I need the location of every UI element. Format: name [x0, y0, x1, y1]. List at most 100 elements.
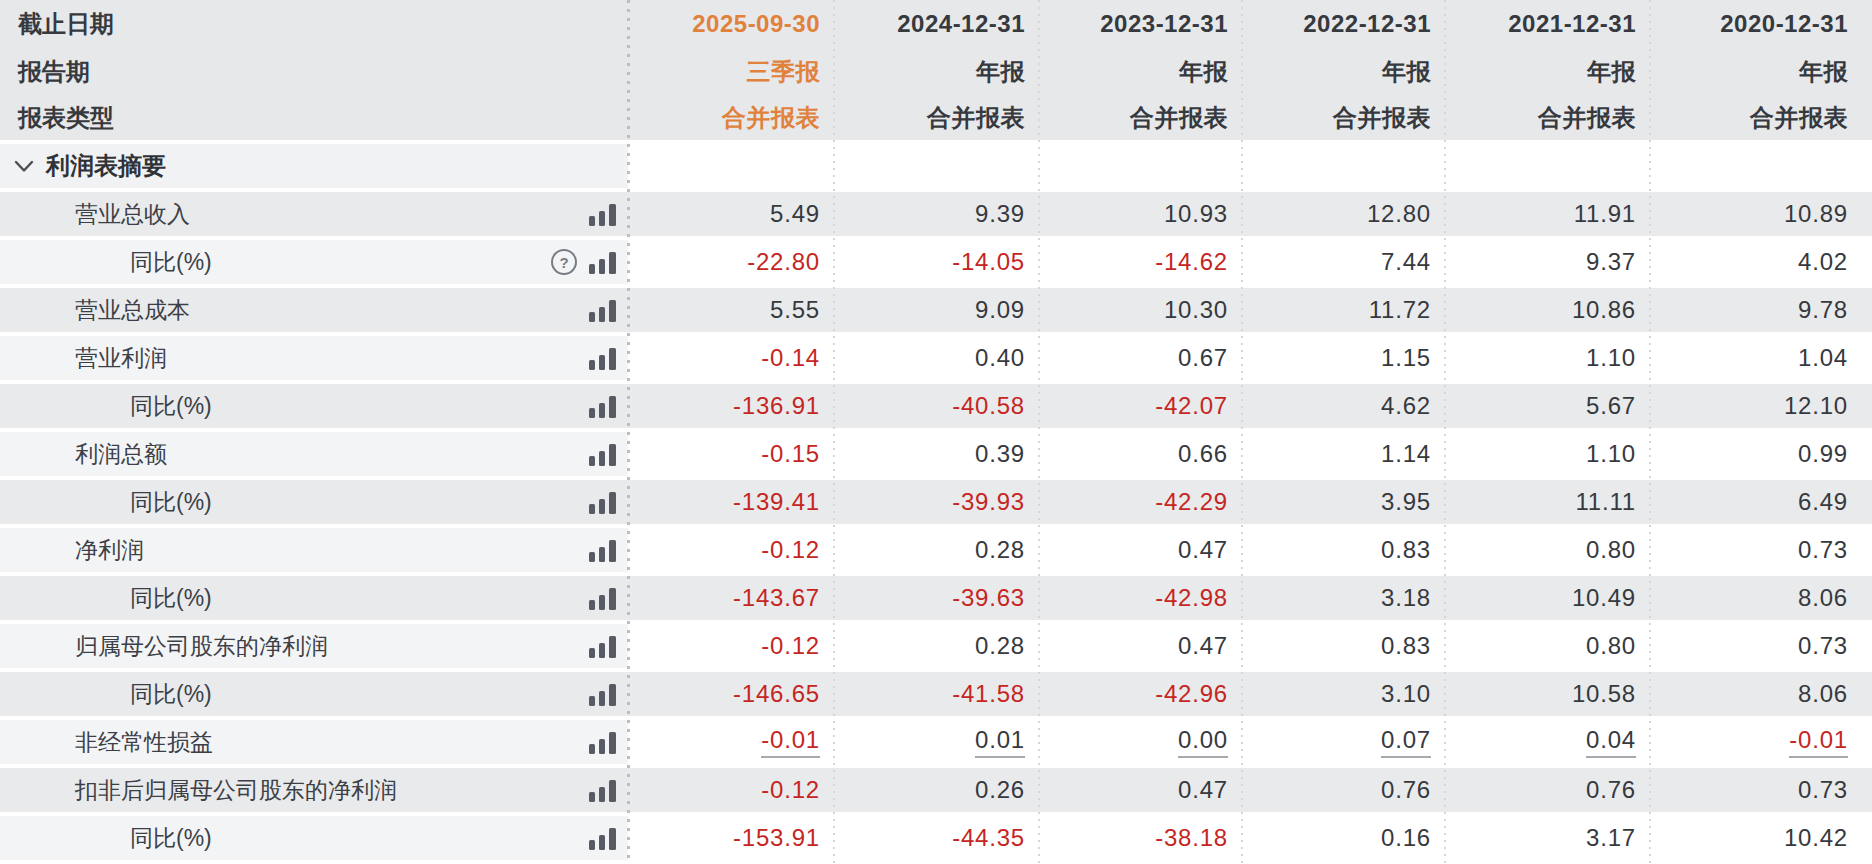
bar-chart-icon[interactable] — [589, 730, 616, 754]
value-text: 0.00 — [1178, 726, 1228, 758]
header-cell: 合并报表 — [1242, 96, 1445, 144]
section-row-income-statement[interactable]: 利润表摘要 — [0, 144, 1872, 192]
cell-value: 7.44 — [1242, 240, 1445, 288]
header-cell: 年报 — [834, 48, 1039, 96]
header-row-label: 报告期 — [0, 48, 628, 96]
row-label: 利润总额 — [75, 439, 167, 470]
cell-value: 8.06 — [1650, 672, 1872, 720]
row-label: 净利润 — [75, 535, 144, 566]
cell-value: 1.14 — [1242, 432, 1445, 480]
row-label-cell: 同比(%) — [0, 672, 628, 720]
bar-chart-icon[interactable] — [589, 490, 616, 514]
header-cell: 2020-12-31 — [1650, 0, 1872, 48]
value-text: 1.14 — [1381, 440, 1431, 468]
chevron-down-icon[interactable] — [14, 160, 34, 173]
header-cell: 年报 — [1445, 48, 1650, 96]
value-text: 0.40 — [975, 344, 1025, 372]
cell-value: -40.58 — [834, 384, 1039, 432]
row-label: 同比(%) — [130, 487, 212, 518]
cell-value: 0.83 — [1242, 528, 1445, 576]
section-empty-cell — [628, 144, 834, 192]
cell-value: -0.14 — [628, 336, 834, 384]
value-text: -0.12 — [761, 632, 820, 660]
value-text: -0.14 — [761, 344, 820, 372]
bar-chart-icon[interactable] — [589, 442, 616, 466]
row-icons — [589, 826, 616, 850]
header-cell: 年报 — [1650, 48, 1872, 96]
value-text: 0.47 — [1178, 776, 1228, 804]
cell-value: 10.93 — [1039, 192, 1242, 240]
row-icons — [589, 202, 616, 226]
header-row-label: 报表类型 — [0, 96, 628, 144]
bar-chart-icon[interactable] — [589, 298, 616, 322]
bar-chart-icon[interactable] — [589, 394, 616, 418]
bar-chart-icon[interactable] — [589, 682, 616, 706]
row-label-cell: 同比(%) — [0, 480, 628, 528]
value-text: 11.11 — [1576, 488, 1637, 516]
bar-chart-icon[interactable] — [589, 586, 616, 610]
value-text: -44.35 — [952, 824, 1025, 852]
cell-value: -42.29 — [1039, 480, 1242, 528]
cell-value: 8.06 — [1650, 576, 1872, 624]
row-icons — [589, 442, 616, 466]
value-text: 6.49 — [1798, 488, 1848, 516]
table-row: 同比(%)-153.91-44.35-38.180.163.1710.42 — [0, 816, 1872, 864]
bar-chart-icon[interactable] — [589, 346, 616, 370]
row-label-cell: 利润总额 — [0, 432, 628, 480]
value-text: -14.05 — [952, 248, 1025, 276]
table-row: 净利润-0.120.280.470.830.800.73 — [0, 528, 1872, 576]
value-text: 1.10 — [1586, 344, 1636, 372]
cell-value: -143.67 — [628, 576, 834, 624]
row-label: 归属母公司股东的净利润 — [75, 631, 328, 662]
cell-value: 0.00 — [1039, 720, 1242, 768]
value-text: -143.67 — [733, 584, 820, 612]
bar-chart-icon[interactable] — [589, 826, 616, 850]
row-label-cell: 扣非后归属母公司股东的净利润 — [0, 768, 628, 816]
cell-value: 6.49 — [1650, 480, 1872, 528]
cell-value: 0.67 — [1039, 336, 1242, 384]
cell-value: 5.55 — [628, 288, 834, 336]
row-icons — [589, 634, 616, 658]
value-text: 10.30 — [1164, 296, 1228, 324]
cell-value: 10.89 — [1650, 192, 1872, 240]
section-toggle[interactable]: 利润表摘要 — [0, 144, 628, 192]
help-icon[interactable]: ? — [551, 249, 577, 275]
value-text: 8.06 — [1798, 584, 1848, 612]
value-text: 1.10 — [1586, 440, 1636, 468]
row-label-cell: 营业总成本 — [0, 288, 628, 336]
value-text: 0.99 — [1798, 440, 1848, 468]
table-row: 营业总成本5.559.0910.3011.7210.869.78 — [0, 288, 1872, 336]
header-cell: 合并报表 — [834, 96, 1039, 144]
value-text: 0.01 — [975, 726, 1025, 758]
row-label: 同比(%) — [130, 583, 212, 614]
bar-chart-icon[interactable] — [589, 538, 616, 562]
row-label: 扣非后归属母公司股东的净利润 — [75, 775, 397, 806]
cell-value: -0.01 — [1650, 720, 1872, 768]
cell-value: 10.58 — [1445, 672, 1650, 720]
value-text: 0.73 — [1798, 536, 1848, 564]
cell-value: 0.28 — [834, 624, 1039, 672]
row-label-cell: 营业利润 — [0, 336, 628, 384]
header-cell: 三季报 — [628, 48, 834, 96]
row-icons — [589, 778, 616, 802]
cell-value: 5.67 — [1445, 384, 1650, 432]
table-row: 非经常性损益-0.010.010.000.070.04-0.01 — [0, 720, 1872, 768]
value-text: 0.66 — [1178, 440, 1228, 468]
table-row: 扣非后归属母公司股东的净利润-0.120.260.470.760.760.73 — [0, 768, 1872, 816]
bar-chart-icon[interactable] — [589, 202, 616, 226]
value-text: -39.63 — [952, 584, 1025, 612]
value-text: 0.76 — [1586, 776, 1636, 804]
value-text: 10.58 — [1572, 680, 1636, 708]
row-label-cell: 非经常性损益 — [0, 720, 628, 768]
value-text: 9.39 — [975, 200, 1025, 228]
value-text: 0.16 — [1381, 824, 1431, 852]
cell-value: -0.12 — [628, 528, 834, 576]
bar-chart-icon[interactable] — [589, 634, 616, 658]
table-body: 截止日期2025-09-302024-12-312023-12-312022-1… — [0, 0, 1872, 864]
bar-chart-icon[interactable] — [589, 778, 616, 802]
value-text: 1.15 — [1381, 344, 1431, 372]
value-text: 0.39 — [975, 440, 1025, 468]
bar-chart-icon[interactable] — [589, 250, 616, 274]
section-empty-cell — [1039, 144, 1242, 192]
value-text: -0.12 — [761, 536, 820, 564]
